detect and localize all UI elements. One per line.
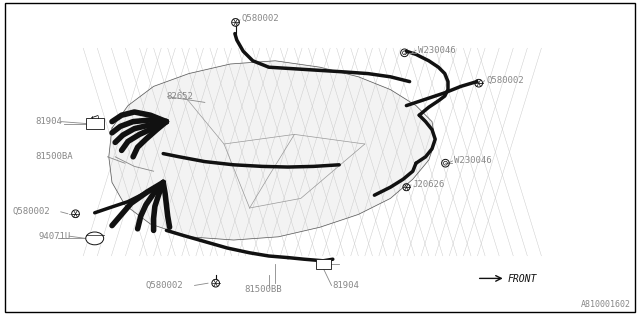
Text: Q580002: Q580002 bbox=[13, 207, 51, 216]
Text: FRONT: FRONT bbox=[508, 274, 537, 284]
Text: Q580002: Q580002 bbox=[242, 14, 280, 23]
Text: 81904: 81904 bbox=[333, 281, 360, 290]
Ellipse shape bbox=[86, 232, 104, 245]
Text: 81904: 81904 bbox=[35, 117, 62, 126]
Text: 81500BA: 81500BA bbox=[35, 152, 73, 161]
Text: 81500BB: 81500BB bbox=[244, 285, 282, 294]
Text: Q580002: Q580002 bbox=[146, 281, 184, 290]
Bar bbox=[86, 118, 104, 129]
Text: W230046: W230046 bbox=[418, 46, 456, 55]
Text: 94071U: 94071U bbox=[38, 232, 70, 241]
Text: J20626: J20626 bbox=[413, 180, 445, 189]
Bar bbox=[316, 259, 331, 269]
Text: W230046: W230046 bbox=[454, 156, 492, 165]
Polygon shape bbox=[109, 61, 435, 240]
Text: 82652: 82652 bbox=[166, 92, 193, 101]
Text: A810001602: A810001602 bbox=[580, 300, 630, 309]
Text: Q580002: Q580002 bbox=[486, 76, 524, 85]
